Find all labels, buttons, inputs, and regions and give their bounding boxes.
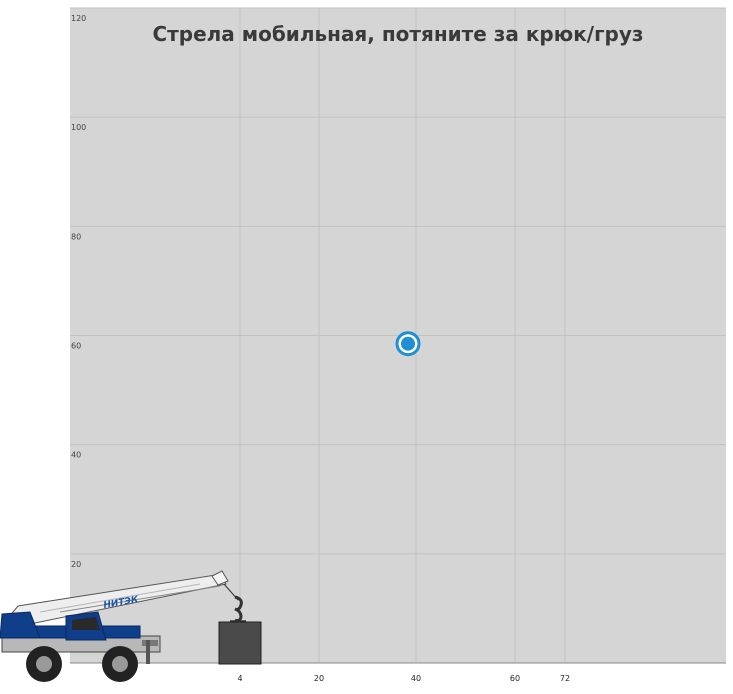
grid-lines <box>70 7 726 663</box>
hook-icon <box>230 595 246 623</box>
crane-wheel-rear <box>26 646 62 682</box>
drag-handle-icon[interactable] <box>395 331 421 357</box>
x-tick-label: 20 <box>314 674 324 683</box>
x-tick-label: 40 <box>411 674 421 683</box>
crane-wheel-front <box>102 646 138 682</box>
y-tick-label: 100 <box>71 123 86 132</box>
y-tick-label: 80 <box>71 232 81 241</box>
chart-title: Стрела мобильная, потяните за крюк/груз <box>153 22 644 46</box>
y-axis-ticks: 20 40 60 80 100 120 <box>71 14 86 569</box>
crane-boom-tip <box>211 570 229 586</box>
x-axis-ticks: 4 20 40 60 72 <box>237 674 570 683</box>
crane-icon: НИТЭК <box>0 570 262 682</box>
y-tick-label: 40 <box>71 451 81 460</box>
y-tick-label: 20 <box>71 560 81 569</box>
y-tick-label: 60 <box>71 342 81 351</box>
y-tick-label: 120 <box>71 14 86 23</box>
x-tick-label: 60 <box>510 674 520 683</box>
load-box <box>218 621 262 665</box>
x-tick-label: 72 <box>560 674 570 683</box>
x-tick-label: 4 <box>237 674 242 683</box>
